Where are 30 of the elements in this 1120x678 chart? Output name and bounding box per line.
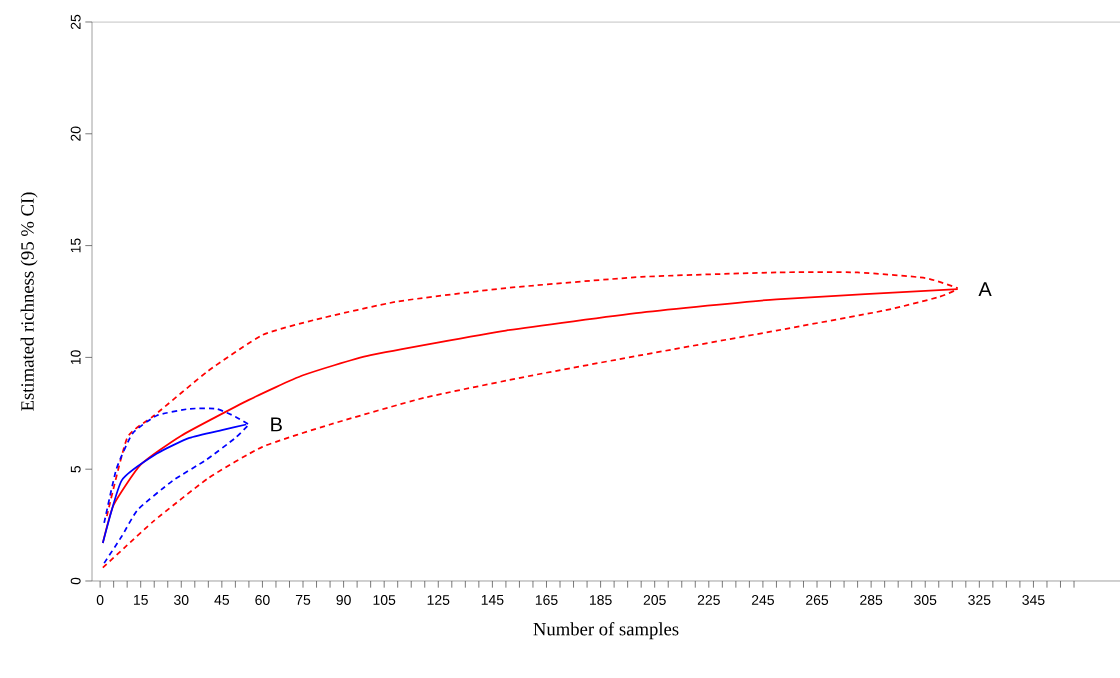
x-tick-label: 185	[589, 595, 612, 605]
y-tick-label: 20	[70, 126, 81, 141]
x-tick-label: 285	[860, 595, 883, 605]
x-tick-label: 325	[968, 595, 991, 605]
x-tick-label: 205	[643, 595, 666, 605]
y-axis-title: Estimated richness (95 % CI)	[20, 192, 38, 411]
x-tick-label: 345	[1022, 595, 1045, 605]
x-axis-title: Number of samples	[533, 622, 679, 640]
x-tick-label: 125	[427, 595, 450, 605]
x-tick-label: 145	[481, 595, 504, 605]
x-tick-label: 0	[96, 595, 104, 605]
x-tick-label: 265	[806, 595, 829, 605]
y-tick-label: 25	[70, 14, 81, 30]
y-tick-label: 0	[70, 577, 81, 585]
x-tick-label: 90	[336, 595, 351, 605]
annotation: A	[978, 282, 992, 297]
x-tick-label: 305	[914, 595, 937, 605]
y-tick-label: 5	[70, 465, 81, 473]
x-tick-label: 60	[255, 595, 270, 605]
annotation: B	[271, 417, 282, 432]
x-tick-label: 75	[295, 595, 311, 605]
x-tick-label: 245	[751, 595, 774, 605]
x-tick-label: 15	[133, 595, 148, 605]
x-tick-label: 45	[214, 595, 230, 605]
x-tick-label: 30	[174, 595, 189, 605]
y-tick-label: 10	[70, 350, 81, 365]
y-tick-label: 15	[70, 238, 81, 253]
x-tick-label: 165	[535, 595, 558, 605]
x-tick-label: 225	[697, 595, 720, 605]
x-tick-label: 105	[373, 595, 396, 605]
